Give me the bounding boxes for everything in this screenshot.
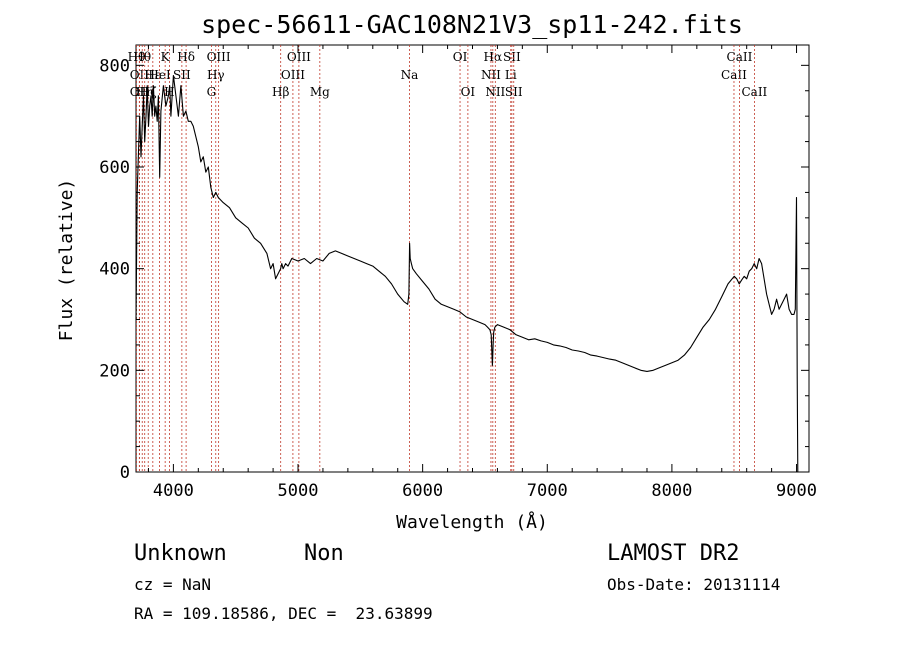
x-axis-label: Wavelength (Å) <box>396 511 548 533</box>
x-tick-label: 7000 <box>527 481 568 501</box>
spectral-line-label: OI <box>461 85 476 99</box>
spectral-line-label: CaII <box>721 68 747 82</box>
spectral-line-label: Mg <box>310 85 330 99</box>
plot-frame <box>135 44 810 473</box>
y-tick-label: 800 <box>99 56 130 76</box>
survey-text: LAMOST DR2 <box>607 541 739 566</box>
spectral-line-label: Hθ <box>128 50 146 64</box>
x-tick-label: 5000 <box>278 481 319 501</box>
spectral-line-label: Hε <box>144 68 161 82</box>
spectral-line-label: Hβ <box>272 85 289 99</box>
classification-text: Unknown <box>134 541 227 566</box>
spectral-line-label: Na <box>401 68 419 82</box>
spectral-line-label: OIII <box>281 68 305 82</box>
spectral-line-label: OII <box>130 85 150 99</box>
spectral-line-label: Li <box>505 68 517 82</box>
spectral-line-label: Hη <box>136 85 154 99</box>
chart-title: spec-56611-GAC108N21V3_sp11-242.fits <box>201 10 743 39</box>
x-tick-label: 4000 <box>153 481 194 501</box>
spectral-line-label: Hζ <box>140 85 157 99</box>
y-axis: 0 200 400 600 800 <box>99 56 809 483</box>
spectral-line-label: Hα <box>484 50 503 64</box>
spectral-line-label: K <box>161 50 171 64</box>
spectral-line-label: CaII <box>741 85 767 99</box>
spectrum-series-line <box>135 74 799 473</box>
spectral-line-label: Hθ <box>133 50 151 64</box>
x-tick-label: 9000 <box>776 481 817 501</box>
line-marker-group: HθOIIOIIHθHηHζHεHeIKHSIIHδGHγOIIIHβOIIIO… <box>128 45 768 472</box>
spectral-line-label: NII <box>481 68 501 82</box>
y-tick-label: 200 <box>99 361 130 381</box>
y-tick-label: 600 <box>99 158 130 178</box>
obs-date-text: Obs-Date: 20131114 <box>607 575 780 594</box>
x-tick-label: 8000 <box>651 481 692 501</box>
x-axis: 4000 5000 6000 7000 8000 9000 <box>147 45 817 501</box>
spectral-line-label: SII <box>503 50 521 64</box>
y-axis-label: Flux (relative) <box>56 179 77 342</box>
subclass-text: Non <box>304 541 344 566</box>
spectral-line-label: HeI <box>148 68 171 82</box>
spectral-line-label: Hγ <box>207 68 225 82</box>
spectral-line-label: OIII <box>207 50 231 64</box>
spectral-line-label: OIII <box>287 50 311 64</box>
spectral-line-label: NII <box>485 85 505 99</box>
y-tick-label: 400 <box>99 260 130 280</box>
x-tick-label: 6000 <box>402 481 443 501</box>
spectral-line-label: OI <box>453 50 468 64</box>
y-tick-label: 0 <box>120 463 130 483</box>
spectral-line-label: SII <box>173 68 191 82</box>
spectral-line-label: Hδ <box>177 50 195 64</box>
cz-text: cz = NaN <box>134 575 211 594</box>
spectral-line-label: SII <box>505 85 523 99</box>
spectral-line-label: CaII <box>727 50 753 64</box>
spectral-line-label: G <box>207 85 217 99</box>
coordinates-text: RA = 109.18586, DEC = 23.63899 <box>134 604 433 623</box>
